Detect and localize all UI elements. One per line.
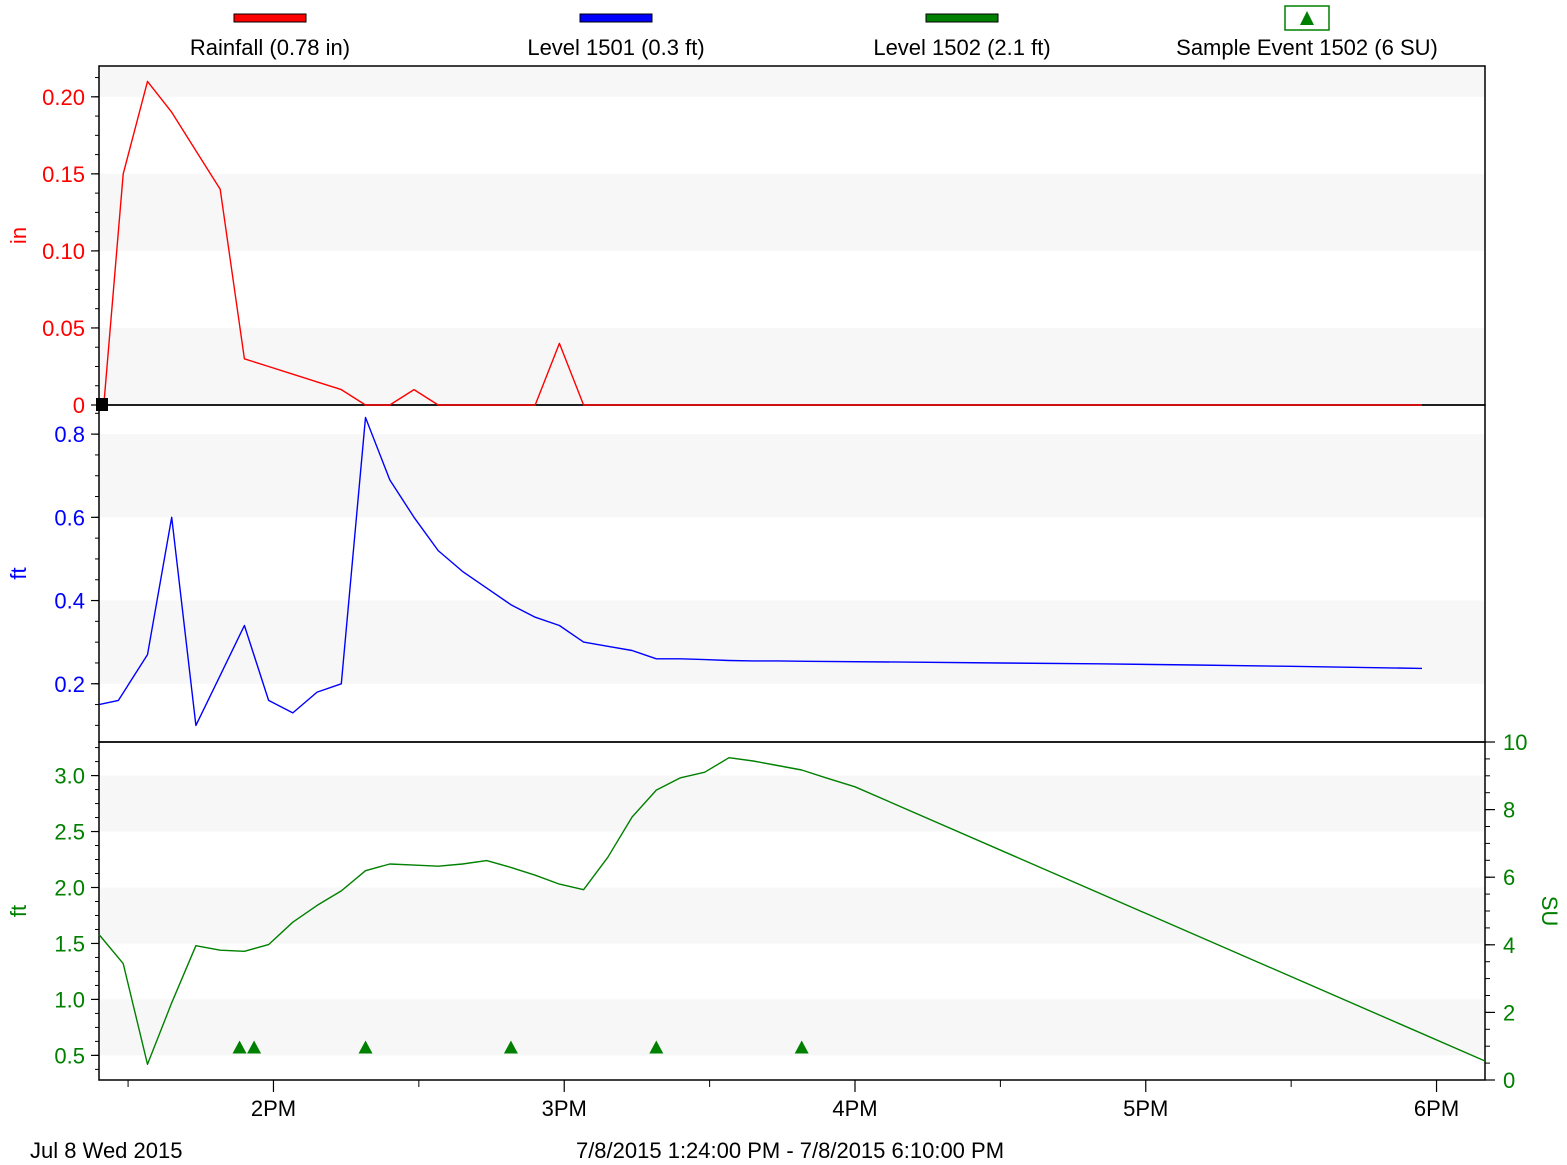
y2-axis-title: SU: [1537, 896, 1562, 927]
sample-event-marker: [247, 1040, 262, 1054]
y-tick-label: 0.4: [54, 589, 85, 614]
legend-label: Level 1501 (0.3 ft): [527, 35, 704, 60]
sample-event-marker: [649, 1040, 664, 1054]
background-bands: [99, 66, 1485, 1056]
y-tick-label: 1.5: [54, 931, 85, 956]
y-tick-label: 0.6: [54, 505, 85, 530]
y-tick-label: 0.20: [42, 85, 85, 110]
legend-label: Rainfall (0.78 in): [190, 35, 350, 60]
y-axis-title: ft: [6, 905, 31, 917]
date-label: Jul 8 Wed 2015: [30, 1138, 182, 1163]
range-label: 7/8/2015 1:24:00 PM - 7/8/2015 6:10:00 P…: [576, 1138, 1004, 1163]
y-axis-title: ft: [6, 567, 31, 579]
y-axis-title: in: [6, 227, 31, 244]
background-band: [99, 775, 1485, 832]
sample-event-marker: [503, 1040, 518, 1054]
y2-tick-label: 6: [1503, 865, 1515, 890]
background-band: [99, 887, 1485, 944]
y-tick-label: 0.8: [54, 422, 85, 447]
series-line: [98, 757, 1486, 1066]
series-line: [103, 80, 1422, 406]
legend-label: Sample Event 1502 (6 SU): [1176, 35, 1438, 60]
x-tick-label: 3PM: [542, 1096, 587, 1121]
legend: Rainfall (0.78 in) Level 1501 (0.3 ft) Lev…: [190, 5, 1438, 60]
x-tick-label: 4PM: [832, 1096, 877, 1121]
background-band: [99, 173, 1485, 251]
background-band: [99, 327, 1485, 405]
y-tick-label: 3.0: [54, 764, 85, 789]
legend-marker-box: [1284, 5, 1330, 31]
background-band: [99, 999, 1485, 1056]
sample-event-marker: [232, 1040, 247, 1054]
background-band: [99, 434, 1485, 518]
y-tick-label: 2.5: [54, 820, 85, 845]
y2-tick-label: 4: [1503, 933, 1515, 958]
y-tick-label: 0: [73, 393, 85, 418]
x-tick-label: 2PM: [251, 1096, 296, 1121]
triangle-marker-icon: [1300, 11, 1314, 25]
y-tick-label: 2.0: [54, 875, 85, 900]
y-tick-label: 1.0: [54, 987, 85, 1012]
legend-item: Rainfall (0.78 in): [190, 13, 350, 60]
series-marks: [98, 80, 1486, 1066]
y-tick-label: 0.15: [42, 162, 85, 187]
x-tick-label: 5PM: [1123, 1096, 1168, 1121]
background-band: [99, 66, 1485, 97]
sample-event-marker: [794, 1040, 809, 1054]
y-tick-label: 0.10: [42, 239, 85, 264]
legend-item: Level 1502 (2.1 ft): [873, 13, 1051, 60]
y2-tick-label: 2: [1503, 1000, 1515, 1025]
x-tick-label: 6PM: [1414, 1096, 1459, 1121]
origin-marker: [96, 398, 108, 411]
sample-event-marker: [358, 1040, 373, 1054]
series-line: [98, 416, 1423, 727]
axes: 0 0.05 0.10 0.15 0.20 in 0.2 0.4 0.6 0.8 ft 0.5 1.0 1…: [6, 77, 1562, 1121]
y2-tick-label: 8: [1503, 798, 1515, 823]
legend-swatch: [233, 13, 307, 23]
legend-swatch: [579, 13, 653, 23]
legend-swatch: [925, 13, 999, 23]
y-tick-label: 0.5: [54, 1043, 85, 1068]
y-tick-label: 0.05: [42, 316, 85, 341]
y2-tick-label: 0: [1503, 1068, 1515, 1093]
legend-label: Level 1502 (2.1 ft): [873, 35, 1050, 60]
legend-item: Sample Event 1502 (6 SU): [1176, 5, 1438, 60]
y-tick-label: 0.2: [54, 672, 85, 697]
background-band: [99, 600, 1485, 684]
y2-tick-label: 10: [1503, 730, 1527, 755]
legend-item: Level 1501 (0.3 ft): [527, 13, 705, 60]
